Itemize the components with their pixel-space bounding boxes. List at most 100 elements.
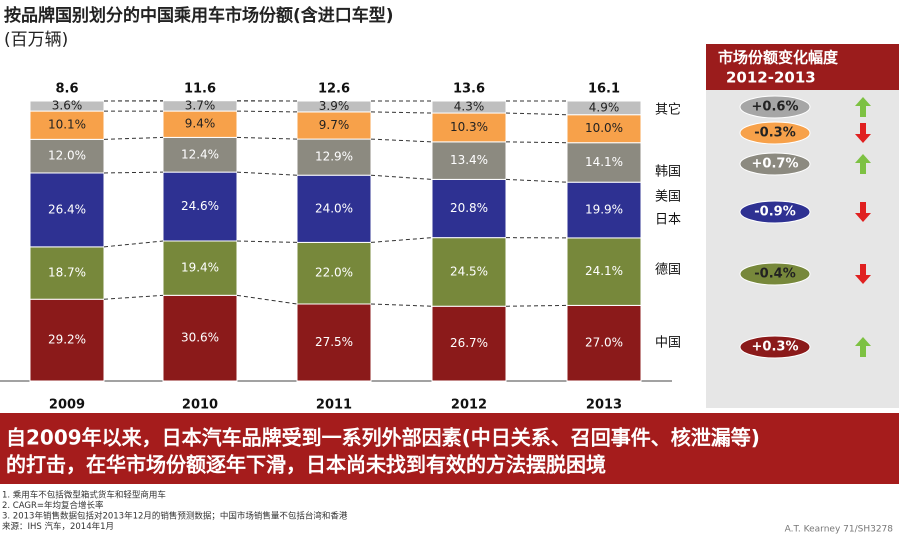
- value-label: 9.4%: [185, 117, 216, 131]
- total-label: 16.1: [588, 82, 620, 97]
- change-oval: [739, 95, 811, 119]
- bar-segment: [431, 141, 507, 180]
- bar-segment: [431, 112, 507, 143]
- total-label: 11.6: [184, 82, 216, 97]
- value-label: 19.9%: [585, 203, 623, 217]
- value-label: 13.4%: [450, 153, 488, 167]
- connector: [370, 111, 433, 114]
- value-label: 3.6%: [52, 99, 83, 113]
- change-arrow: [855, 123, 871, 143]
- value-label: 27.0%: [585, 336, 623, 350]
- value-label: 9.7%: [319, 118, 350, 132]
- connector: [505, 304, 568, 307]
- bar-segment: [296, 138, 372, 176]
- x-tick-label: 2012: [451, 398, 487, 413]
- bar-segment: [566, 237, 642, 306]
- total-label: 8.6: [55, 82, 78, 97]
- change-arrow: [855, 337, 871, 357]
- change-label: +0.6%: [752, 100, 799, 115]
- value-label: 29.2%: [48, 333, 86, 347]
- value-label: 24.0%: [315, 201, 353, 215]
- value-label: 10.3%: [450, 120, 488, 134]
- value-label: 22.0%: [315, 266, 353, 280]
- bar-segment: [296, 303, 372, 382]
- bar-segment: [566, 100, 642, 116]
- bar-segment: [29, 172, 105, 248]
- change-oval: [739, 200, 811, 224]
- total-label: 12.6: [318, 82, 350, 97]
- connector: [103, 171, 164, 174]
- change-label: -0.4%: [754, 267, 795, 282]
- banner-line: 自2009年以来，日本汽车品牌受到一系列外部因素(中日关系、召回事件、核泄漏等): [6, 426, 760, 450]
- value-label: 12.0%: [48, 149, 86, 163]
- value-label: 3.9%: [319, 99, 350, 113]
- bar-segment: [566, 304, 642, 382]
- bar-segment: [431, 305, 507, 382]
- value-label: 24.6%: [181, 199, 219, 213]
- change-oval: [739, 335, 811, 359]
- footnote: 3. 2013年销售数据包括对2013年12月的销售预测数据；中国市场销售量不包…: [2, 511, 348, 522]
- value-label: 24.5%: [450, 264, 488, 278]
- value-label: 27.5%: [315, 335, 353, 349]
- bar-segment: [162, 136, 238, 173]
- bar-segment: [296, 100, 372, 113]
- connector: [370, 138, 433, 143]
- change-arrow: [855, 154, 871, 174]
- bar-segment: [29, 138, 105, 174]
- bar-segment: [431, 100, 507, 114]
- value-label: 14.1%: [585, 155, 623, 169]
- value-label: 18.7%: [48, 266, 86, 280]
- value-label: 4.3%: [454, 100, 485, 114]
- x-tick-label: 2011: [316, 398, 352, 413]
- bar-segment: [296, 174, 372, 243]
- connector: [505, 112, 568, 116]
- change-label: +0.3%: [752, 340, 799, 355]
- banner-line: 的打击，在华市场份额逐年下滑，日本尚未找到有效的方法摆脱困境: [6, 453, 606, 477]
- bar-segment: [162, 240, 238, 296]
- connector: [236, 294, 298, 305]
- bar-segment: [296, 241, 372, 305]
- connector: [236, 240, 298, 243]
- value-label: 26.4%: [48, 202, 86, 216]
- footnote: 1. 乘用车不包括微型箱式货车和轻型商用车: [2, 490, 166, 501]
- bar-segment: [162, 294, 238, 382]
- change-arrow: [855, 97, 871, 117]
- connector: [236, 136, 298, 140]
- banner: [0, 413, 899, 484]
- chart-title: 按品牌国别划分的中国乘用车市场份额(含进口车型): [4, 5, 394, 26]
- x-tick-label: 2010: [182, 398, 218, 413]
- footnote: 2. CAGR=年均复合增长率: [2, 500, 104, 511]
- chart-subtitle: (百万辆): [4, 30, 68, 50]
- total-label: 13.6: [453, 82, 485, 97]
- connector: [505, 141, 568, 144]
- connector: [370, 174, 433, 180]
- value-label: 30.6%: [181, 331, 219, 345]
- legend-label: 其它: [655, 102, 681, 118]
- connector: [103, 136, 164, 140]
- change-arrow: [855, 264, 871, 284]
- value-label: 24.1%: [585, 264, 623, 278]
- value-label: 12.9%: [315, 150, 353, 164]
- change-arrow: [855, 202, 871, 222]
- connector: [505, 178, 568, 183]
- change-label: +0.7%: [752, 157, 799, 172]
- bar-segment: [431, 237, 507, 307]
- change-oval: [739, 152, 811, 176]
- legend-label: 韩国: [655, 165, 681, 180]
- value-label: 20.8%: [450, 201, 488, 215]
- value-label: 3.7%: [185, 98, 216, 112]
- bar-segment: [566, 181, 642, 239]
- bar-segment: [29, 110, 105, 140]
- bar-segment: [162, 110, 238, 138]
- connector: [103, 294, 164, 300]
- bar-segment: [431, 178, 507, 239]
- source: A.T. Kearney 71/SH3278: [785, 525, 894, 535]
- bar-segment: [29, 100, 105, 112]
- panel-title: 市场份额变化幅度: [718, 49, 839, 67]
- value-label: 10.1%: [48, 118, 86, 132]
- value-label: 12.4%: [181, 147, 219, 161]
- value-label: 10.0%: [585, 121, 623, 135]
- legend-label: 德国: [655, 263, 681, 278]
- panel-header: [706, 44, 899, 90]
